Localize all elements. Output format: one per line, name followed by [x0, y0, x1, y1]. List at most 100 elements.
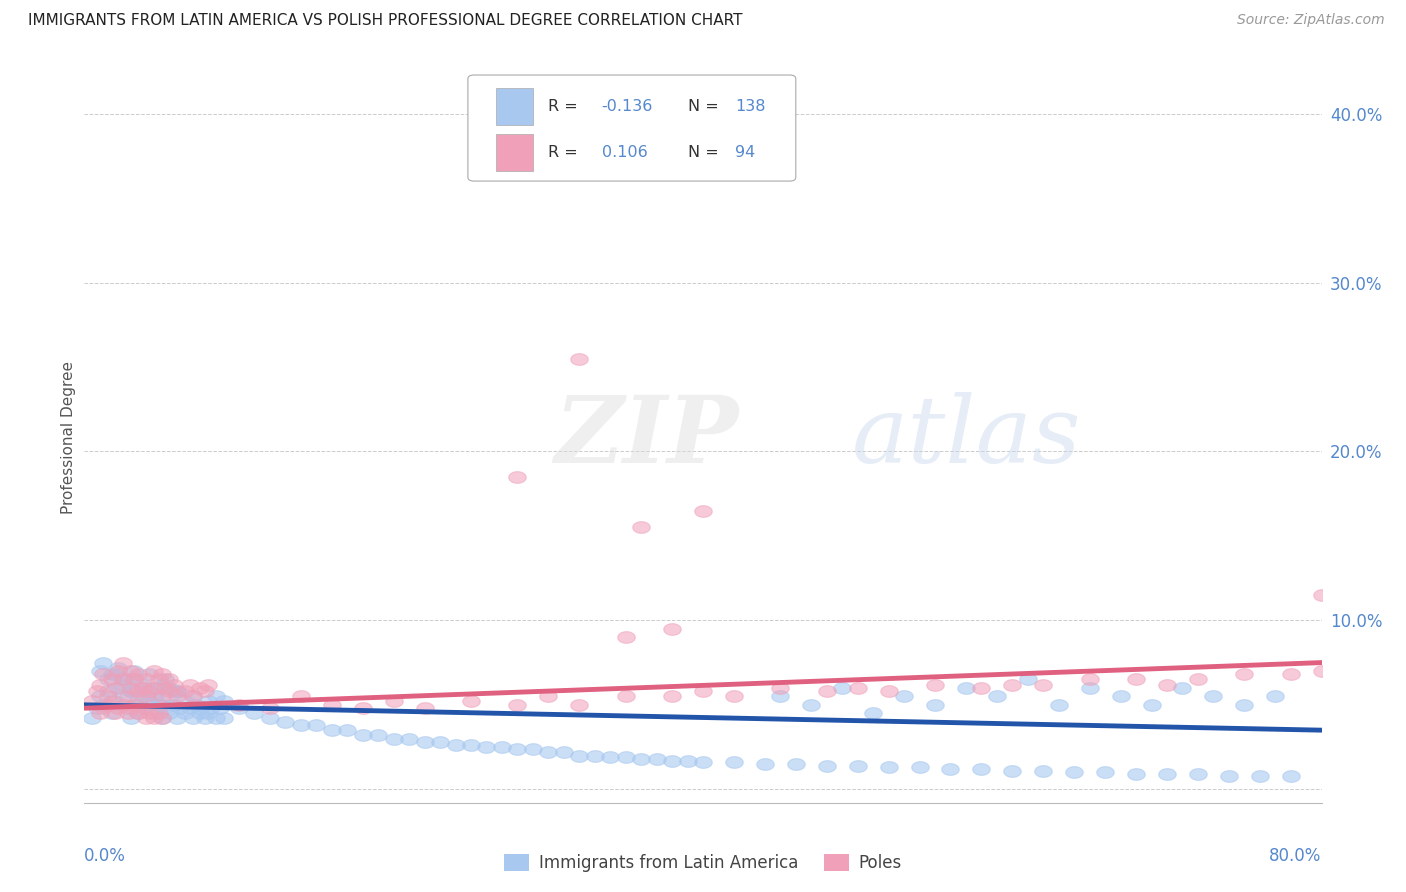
Point: [568, 748, 591, 763]
Point: [104, 681, 127, 695]
Point: [800, 698, 823, 712]
Point: [117, 706, 139, 721]
Point: [367, 728, 389, 742]
Point: [1032, 764, 1054, 778]
Point: [128, 706, 150, 721]
Point: [120, 711, 142, 725]
Point: [169, 701, 191, 715]
Point: [785, 756, 807, 771]
Point: [153, 673, 176, 687]
Point: [321, 698, 343, 712]
Point: [104, 706, 127, 721]
Point: [166, 690, 188, 704]
Point: [138, 694, 160, 708]
Point: [692, 756, 714, 770]
Point: [769, 681, 792, 695]
Point: [179, 701, 201, 715]
Text: R =: R =: [548, 145, 583, 161]
Point: [212, 694, 235, 708]
Point: [259, 711, 281, 725]
Text: -0.136: -0.136: [602, 99, 652, 114]
Point: [91, 656, 114, 670]
Point: [148, 706, 170, 721]
Text: Source: ZipAtlas.com: Source: ZipAtlas.com: [1237, 13, 1385, 28]
Point: [107, 660, 129, 674]
Point: [181, 690, 204, 704]
Point: [135, 690, 157, 704]
Point: [522, 741, 544, 756]
Point: [82, 711, 104, 725]
Point: [112, 698, 135, 712]
Point: [1310, 588, 1333, 602]
Point: [82, 694, 104, 708]
Point: [460, 739, 482, 753]
Point: [568, 351, 591, 366]
Point: [1187, 673, 1209, 687]
Point: [101, 694, 124, 708]
Point: [537, 690, 560, 704]
Point: [1109, 690, 1132, 704]
Point: [205, 711, 228, 725]
Point: [506, 698, 529, 712]
Point: [290, 690, 312, 704]
Point: [135, 711, 157, 725]
Point: [815, 684, 838, 698]
Point: [692, 503, 714, 517]
Point: [336, 723, 359, 738]
Point: [112, 673, 135, 687]
Point: [877, 760, 900, 774]
Point: [1047, 698, 1070, 712]
Point: [274, 714, 297, 729]
Point: [599, 750, 621, 764]
Point: [153, 681, 176, 695]
Point: [166, 684, 188, 698]
Point: [135, 681, 157, 695]
Text: 80.0%: 80.0%: [1270, 847, 1322, 864]
Point: [163, 698, 186, 712]
Point: [153, 701, 176, 715]
Point: [290, 718, 312, 732]
Point: [188, 706, 212, 721]
Point: [150, 667, 173, 681]
Point: [1125, 767, 1147, 781]
Point: [97, 684, 120, 698]
Point: [1156, 677, 1178, 691]
Point: [112, 677, 135, 691]
Point: [614, 690, 637, 704]
Point: [184, 698, 207, 712]
Point: [228, 701, 250, 715]
Point: [259, 701, 281, 715]
Point: [228, 698, 250, 712]
Point: [132, 681, 155, 695]
Point: [815, 758, 838, 772]
Point: [908, 760, 931, 774]
Text: N =: N =: [688, 145, 724, 161]
Text: ZIP: ZIP: [554, 392, 738, 482]
Point: [104, 694, 127, 708]
Point: [321, 723, 343, 738]
Point: [1001, 677, 1024, 691]
Point: [243, 706, 266, 721]
Point: [986, 690, 1008, 704]
Point: [1156, 767, 1178, 781]
Point: [429, 735, 451, 749]
Text: R =: R =: [548, 99, 583, 114]
Point: [143, 664, 166, 678]
Point: [159, 706, 181, 721]
Point: [212, 711, 235, 725]
Point: [723, 690, 745, 704]
Point: [166, 684, 188, 698]
Point: [382, 694, 405, 708]
Point: [506, 741, 529, 756]
Text: 94: 94: [735, 145, 755, 161]
Point: [893, 690, 915, 704]
Point: [138, 667, 160, 681]
Point: [352, 728, 374, 742]
Text: N =: N =: [688, 99, 724, 114]
Point: [970, 762, 993, 776]
Point: [101, 673, 124, 687]
Point: [122, 673, 145, 687]
Point: [846, 681, 869, 695]
Point: [148, 673, 170, 687]
Point: [1249, 769, 1271, 783]
